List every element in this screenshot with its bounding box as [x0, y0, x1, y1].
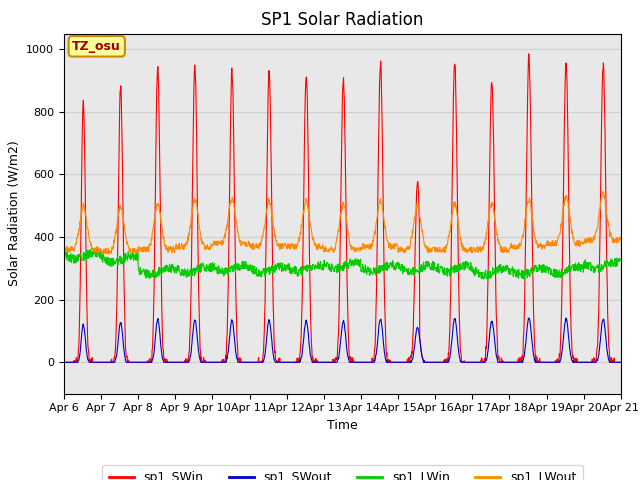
sp1_LWout [60, 246, 68, 252]
sp1_SWin [551, 360, 559, 365]
sp1_LWout [184, 238, 192, 243]
sp1_LWin [60, 252, 68, 258]
sp1_LWin [184, 274, 192, 279]
sp1_SWin [246, 360, 254, 365]
X-axis label: Time: Time [327, 419, 358, 432]
sp1_LWout [502, 248, 509, 253]
sp1_LWout [429, 245, 436, 251]
sp1_SWin [501, 360, 509, 365]
sp1_SWout [184, 360, 191, 365]
sp1_SWout [551, 360, 559, 365]
sp1_SWout [60, 360, 68, 365]
sp1_SWin [184, 358, 191, 364]
sp1_SWin [429, 360, 436, 365]
Title: SP1 Solar Radiation: SP1 Solar Radiation [261, 11, 424, 29]
sp1_LWin [429, 259, 436, 264]
sp1_SWout [246, 360, 254, 365]
sp1_LWin [616, 256, 624, 262]
Line: sp1_LWin: sp1_LWin [64, 248, 620, 279]
sp1_LWin [551, 274, 559, 280]
sp1_LWout [599, 189, 607, 194]
sp1_LWout [171, 250, 179, 255]
Y-axis label: Solar Radiation (W/m2): Solar Radiation (W/m2) [8, 141, 20, 287]
sp1_LWin [91, 245, 99, 251]
sp1_LWout [616, 237, 624, 243]
sp1_LWin [246, 263, 254, 268]
sp1_SWin [525, 51, 532, 57]
sp1_SWin [170, 360, 178, 365]
sp1_SWout [616, 360, 624, 365]
Line: sp1_SWin: sp1_SWin [64, 54, 620, 362]
sp1_LWin [480, 276, 488, 282]
sp1_SWin [60, 360, 68, 365]
sp1_SWout [525, 315, 532, 321]
sp1_SWin [616, 360, 624, 365]
sp1_LWout [246, 242, 254, 248]
sp1_LWout [105, 252, 113, 257]
sp1_SWout [501, 360, 509, 365]
Legend: sp1_SWin, sp1_SWout, sp1_LWin, sp1_LWout: sp1_SWin, sp1_SWout, sp1_LWin, sp1_LWout [102, 465, 582, 480]
sp1_SWout [170, 360, 178, 365]
sp1_SWout [429, 360, 436, 365]
Line: sp1_LWout: sp1_LWout [64, 192, 620, 254]
Text: TZ_osu: TZ_osu [72, 40, 121, 53]
sp1_LWin [502, 263, 510, 268]
Line: sp1_SWout: sp1_SWout [64, 318, 620, 362]
sp1_LWout [551, 239, 559, 245]
sp1_LWin [171, 270, 179, 276]
